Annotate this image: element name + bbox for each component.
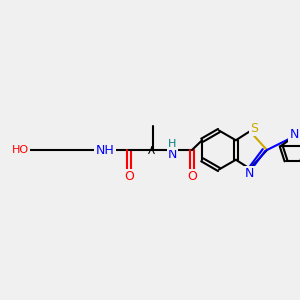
Text: NH: NH [96, 143, 114, 157]
Text: N: N [168, 148, 177, 161]
Text: HO: HO [12, 145, 29, 155]
Text: H: H [168, 139, 177, 149]
Text: O: O [187, 170, 197, 184]
Text: S: S [250, 122, 258, 135]
Text: N: N [245, 167, 255, 180]
Text: O: O [124, 170, 134, 184]
Text: N: N [289, 128, 299, 142]
